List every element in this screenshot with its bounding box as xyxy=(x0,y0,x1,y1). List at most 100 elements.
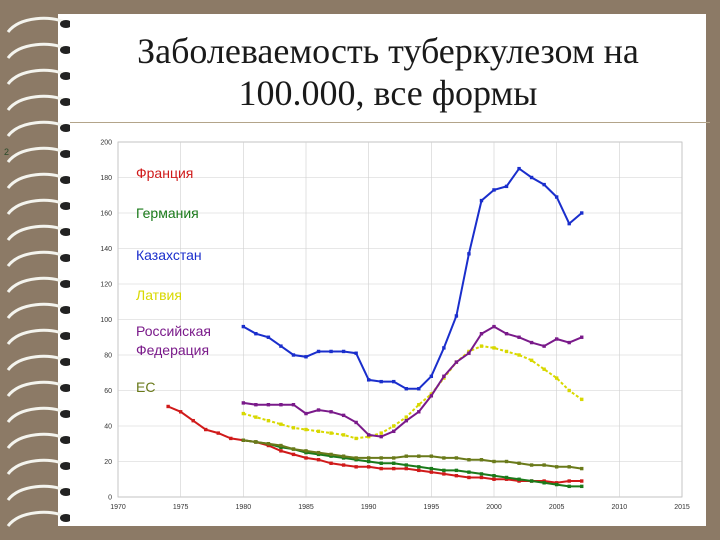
data-point xyxy=(580,484,584,489)
spiral-hole xyxy=(60,436,70,444)
data-point xyxy=(316,450,321,455)
series-line xyxy=(243,345,583,440)
spiral-hole xyxy=(60,176,70,184)
chart-title-line2: 100.000, все формы xyxy=(238,73,538,113)
data-point xyxy=(554,465,559,469)
x-tick-label: 1975 xyxy=(173,504,189,511)
data-point xyxy=(392,456,396,460)
data-point xyxy=(554,337,559,341)
data-point xyxy=(504,184,509,189)
spiral-hole xyxy=(60,488,70,496)
data-point xyxy=(341,413,346,418)
data-point xyxy=(279,445,283,449)
data-point xyxy=(567,221,571,226)
data-point xyxy=(279,403,283,407)
data-point xyxy=(417,387,421,391)
data-point xyxy=(379,466,383,471)
chart-title-line1: Заболеваемость туберкулезом на xyxy=(137,31,639,71)
y-tick-label: 140 xyxy=(100,246,112,253)
series-line xyxy=(242,167,583,390)
data-point xyxy=(354,351,358,355)
data-point xyxy=(542,344,546,348)
data-point xyxy=(542,463,546,467)
data-point xyxy=(291,452,296,457)
data-point xyxy=(417,410,421,414)
spiral-hole xyxy=(60,280,70,288)
data-point xyxy=(542,481,546,485)
data-point xyxy=(392,461,396,465)
spiral-hole xyxy=(60,332,70,340)
data-point xyxy=(266,335,271,339)
data-point xyxy=(580,335,584,339)
data-point xyxy=(567,340,571,345)
data-point xyxy=(504,477,509,481)
data-point xyxy=(316,452,321,457)
data-point xyxy=(567,388,571,393)
data-point xyxy=(392,429,396,434)
x-tick-label: 1990 xyxy=(361,504,377,511)
data-point xyxy=(504,332,509,336)
spiral-hole xyxy=(60,358,70,366)
y-tick-label: 160 xyxy=(100,211,112,218)
data-point xyxy=(379,461,383,465)
spiral-hole xyxy=(60,228,70,236)
data-point xyxy=(517,166,521,171)
spiral-ring xyxy=(6,42,65,60)
data-point xyxy=(316,349,321,354)
data-point xyxy=(554,482,559,487)
data-point xyxy=(392,466,396,471)
data-point xyxy=(404,418,408,423)
y-tick-label: 20 xyxy=(104,459,112,466)
data-point xyxy=(354,456,358,460)
y-axis-ticks: 0 20 40 60 80 100 120 140 160 180 200 xyxy=(100,140,112,502)
data-point xyxy=(492,474,496,478)
title-divider xyxy=(70,122,710,123)
legend-label: Казахстан xyxy=(136,247,202,263)
spiral-ring xyxy=(6,146,65,164)
data-point xyxy=(567,465,571,469)
data-point xyxy=(329,461,333,465)
data-point xyxy=(404,454,408,458)
data-point xyxy=(467,252,471,256)
spiral-hole xyxy=(60,410,70,418)
y-tick-label: 120 xyxy=(100,282,112,289)
data-point xyxy=(341,456,346,460)
data-point xyxy=(191,418,195,423)
spiral-ring xyxy=(6,172,65,190)
y-tick-label: 180 xyxy=(100,175,112,182)
data-point xyxy=(366,465,371,469)
spiral-ring xyxy=(6,276,65,294)
data-point xyxy=(291,447,296,451)
data-point xyxy=(392,379,396,384)
data-point xyxy=(304,450,308,455)
data-point xyxy=(341,454,346,458)
data-point xyxy=(429,394,434,398)
spiral-ring xyxy=(6,16,65,34)
data-point xyxy=(492,188,496,192)
x-tick-label: 1995 xyxy=(424,504,440,511)
legend-label: Латвия xyxy=(136,287,182,303)
data-point xyxy=(479,475,484,480)
data-point xyxy=(567,479,571,483)
data-point xyxy=(467,351,471,355)
y-tick-label: 100 xyxy=(100,317,112,324)
data-point xyxy=(316,429,321,434)
data-point xyxy=(354,465,358,469)
data-point xyxy=(517,335,521,339)
series-line xyxy=(167,405,582,484)
x-tick-label: 1970 xyxy=(110,504,126,511)
legend-label: Российская xyxy=(136,323,211,339)
data-point xyxy=(492,459,496,464)
data-point xyxy=(404,387,408,391)
data-point xyxy=(567,484,571,489)
data-point xyxy=(316,408,321,412)
data-point xyxy=(279,344,283,348)
data-point xyxy=(341,433,346,437)
x-axis-ticks: 1970 1975 1980 1985 1990 1995 2000 2005 2010 2015 xyxy=(110,504,690,511)
data-point xyxy=(442,374,446,378)
data-point xyxy=(379,456,383,460)
spiral-hole xyxy=(60,72,70,80)
legend-label: Германия xyxy=(136,205,199,221)
y-tick-label: 80 xyxy=(104,353,112,360)
